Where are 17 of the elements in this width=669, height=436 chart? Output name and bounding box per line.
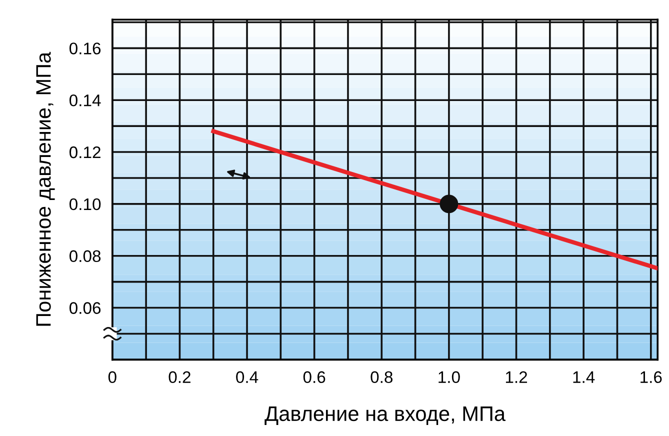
x-axis-title: Давление на входе, МПа [264, 406, 506, 426]
y-axis-title: Пониженное давление, МПа [36, 52, 55, 326]
x-tick-label: 1.2 [506, 371, 528, 383]
y-tick-label: 0.10 [69, 198, 101, 210]
y-tick-label: 0.06 [69, 302, 101, 314]
x-tick-label: 1.0 [438, 371, 460, 384]
x-tick-label: 0.4 [236, 371, 258, 384]
y-tick-label: 0.14 [69, 94, 101, 106]
x-tick-label: 1.4 [573, 371, 595, 383]
x-tick-label: 0.8 [370, 371, 393, 384]
y-tick-label: 0.12 [69, 146, 100, 158]
y-tick-label: 0.08 [69, 250, 101, 262]
x-tick-label: 0.2 [168, 371, 190, 384]
x-tick-label: 1.6 [640, 371, 662, 384]
y-tick-label: 0.16 [69, 42, 101, 54]
x-tick-label: 0.6 [303, 371, 326, 384]
x-tick-label: 0 [108, 371, 116, 384]
